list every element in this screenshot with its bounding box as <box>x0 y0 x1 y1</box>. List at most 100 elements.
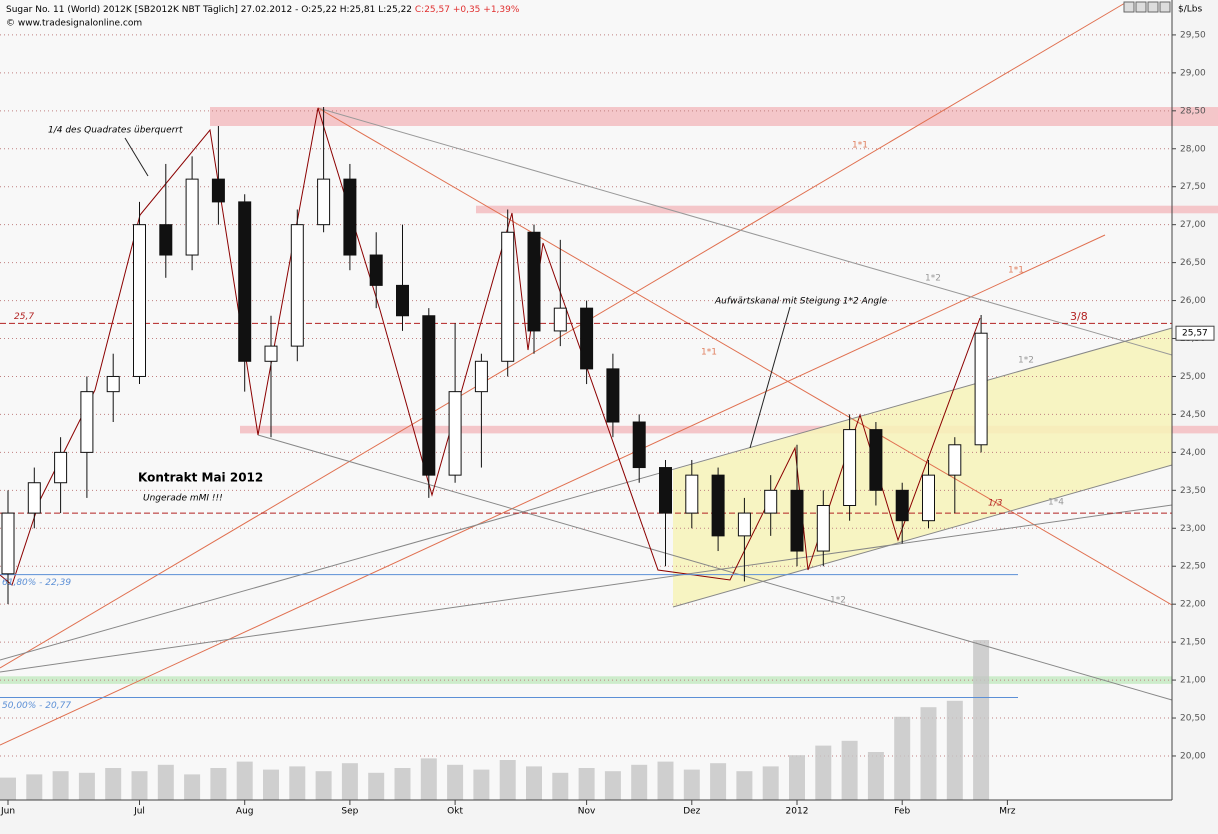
candle-body <box>922 474 935 522</box>
volume-bar <box>710 763 727 800</box>
title-change: C:25,57 +0,35 +1,39% <box>415 5 520 15</box>
x-tick-label: Nov <box>578 807 596 817</box>
candle-body <box>685 474 699 514</box>
candle-body <box>264 345 278 362</box>
volume-bar <box>473 769 490 800</box>
candle-body <box>422 315 436 476</box>
x-tick-label: Jun <box>0 807 15 817</box>
candle-body <box>843 429 857 507</box>
x-tick-label: Sep <box>341 807 358 817</box>
band <box>210 107 1218 126</box>
last-price-box <box>1175 325 1215 341</box>
y-tick-label: 22,00 <box>1180 600 1206 610</box>
candle-body <box>580 307 594 370</box>
candle-body <box>448 391 462 476</box>
trend-line <box>257 434 1173 701</box>
x-tick-label: 2012 <box>786 807 809 817</box>
band <box>240 425 1218 434</box>
candle-body <box>474 360 488 393</box>
level-label: 61,80% - 22,39 <box>2 578 71 588</box>
candle-body <box>396 284 409 317</box>
toolbar[interactable] <box>1123 1 1171 13</box>
y-tick-label: 29,00 <box>1180 68 1206 78</box>
candle-body <box>80 391 94 453</box>
candle-body <box>317 178 331 226</box>
trend-line <box>317 107 1173 356</box>
band <box>0 676 1172 684</box>
x-tick-label: Aug <box>236 807 254 817</box>
volume-bar <box>815 745 832 800</box>
volume-bar <box>26 774 43 800</box>
last-price: 25,57 <box>1182 329 1208 339</box>
volume-bar <box>289 766 306 800</box>
y-tick-label: 28,00 <box>1180 144 1206 154</box>
candle-body <box>106 375 120 393</box>
candle-body <box>527 231 541 332</box>
x-tick-label: Jul <box>133 807 145 817</box>
volume-bar <box>867 752 884 800</box>
volume-bar <box>736 771 753 800</box>
volume-bar <box>841 740 858 800</box>
y-unit: $/Lbs <box>1178 5 1202 15</box>
candle-body <box>737 512 751 537</box>
x-tick-label: Feb <box>894 807 910 817</box>
volume-bar <box>420 758 437 800</box>
volume-bar <box>552 772 569 800</box>
y-tick-label: 22,50 <box>1180 562 1206 572</box>
volume-bar <box>236 761 253 800</box>
button[interactable] <box>1135 1 1147 13</box>
volume-bar <box>394 768 411 800</box>
level-label: 25,7 <box>14 312 34 322</box>
volume-bar <box>973 640 990 800</box>
candle-body <box>54 451 68 484</box>
volume-bar <box>131 771 148 800</box>
trend-line <box>0 504 1173 673</box>
candle-body <box>711 474 725 537</box>
level-label: 3/8 <box>1070 310 1088 323</box>
volume-bar <box>0 777 16 800</box>
level-label: 1/3 <box>988 499 1003 509</box>
y-tick-label: 21,50 <box>1180 638 1206 648</box>
y-tick-label: 20,50 <box>1180 714 1206 724</box>
source: © www.tradesignalonline.com <box>6 19 142 29</box>
angle-label: 1*1 <box>852 141 868 151</box>
candle-body <box>133 224 146 377</box>
angle-label: 1*2 <box>830 596 846 606</box>
volume-bar <box>78 772 95 800</box>
volume-bar <box>920 707 937 800</box>
button[interactable] <box>1123 1 1135 13</box>
y-tick-label: 24,00 <box>1180 448 1206 458</box>
candle-body <box>816 505 830 552</box>
trend-line <box>0 234 1106 746</box>
button[interactable] <box>1159 1 1171 13</box>
x-tick-label: Dez <box>683 807 700 817</box>
candle-body <box>974 332 988 446</box>
volume-bar <box>210 768 227 800</box>
candle-body <box>159 224 173 256</box>
volume-bar <box>604 771 621 800</box>
volume-bar <box>184 774 201 800</box>
arrow <box>124 137 149 177</box>
candle-body <box>553 307 567 332</box>
trend-line <box>672 464 1173 608</box>
candle-body <box>948 444 962 476</box>
trend-line <box>317 107 1173 606</box>
volume-bar <box>631 764 648 800</box>
x-tick-label: Okt <box>447 807 463 817</box>
candle-body <box>290 224 304 347</box>
level-label: 50,00% - 20,77 <box>2 701 71 711</box>
annotation: Kontrakt Mai 2012 <box>138 471 263 485</box>
y-tick-label: 25,00 <box>1180 372 1206 382</box>
candle-body <box>369 254 383 286</box>
volume-bar <box>499 760 516 800</box>
volume-bar <box>447 764 464 800</box>
y-tick-label: 23,50 <box>1180 486 1206 496</box>
title: Sugar No. 11 (World) 2012K [SB2012K NBT … <box>6 5 415 15</box>
volume-bar <box>946 700 963 800</box>
volume-bar <box>578 768 595 800</box>
angle-label: 1*2 <box>925 274 941 284</box>
button[interactable] <box>1147 1 1159 13</box>
angle-label: 1*1 <box>701 348 717 358</box>
candle-body <box>211 178 225 203</box>
